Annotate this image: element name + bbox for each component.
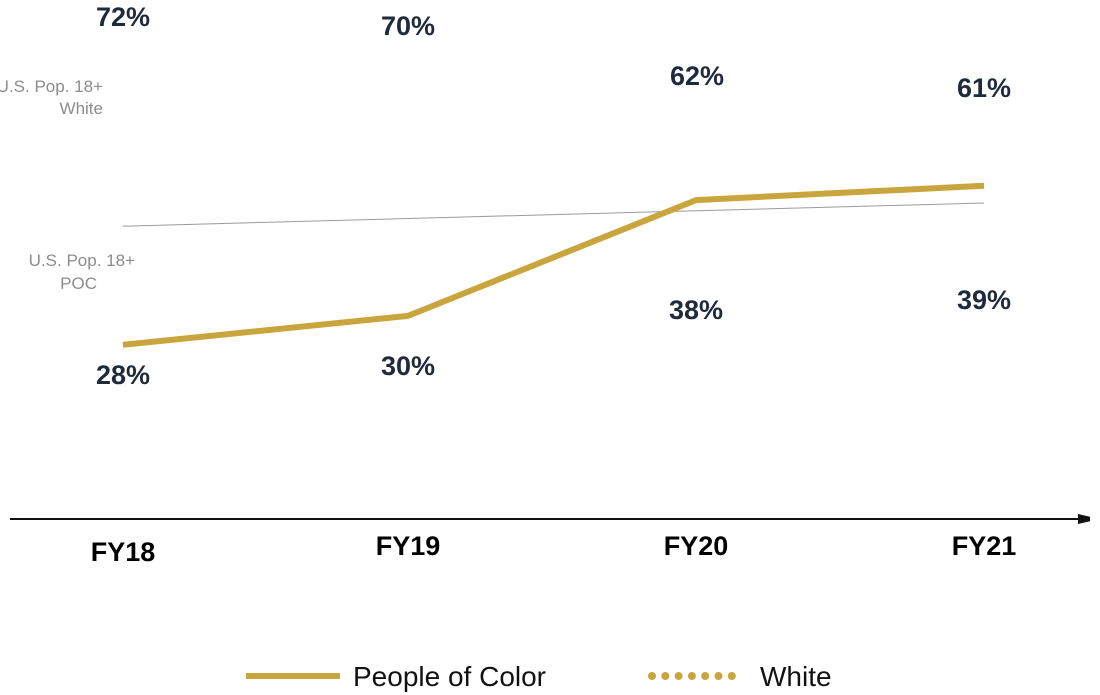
data-point-people-of-color-fy20 [692, 196, 700, 204]
data-labels: 28% 30% 38% 39% 72% 70% 62% 61% [96, 2, 1011, 390]
reference-lines: U.S. Pop. 18+ White U.S. Pop. 18+ POC [0, 77, 135, 293]
chart-marks [119, 182, 988, 349]
legend-label-people-of-color: People of Color [353, 661, 546, 692]
x-tick-label-fy21: FY21 [952, 531, 1017, 561]
data-label-people-of-color-fy20: 38% [669, 295, 723, 325]
data-point-people-of-color-fy21 [980, 182, 988, 190]
data-label-people-of-color-fy21: 39% [957, 285, 1011, 315]
data-label-white-fy19: 70% [381, 11, 435, 41]
ref-label-poc-line2: POC [60, 274, 97, 293]
x-axis-ticks: FY18 FY19 FY20 FY21 [91, 531, 1017, 567]
data-label-people-of-color-fy19: 30% [381, 351, 435, 381]
x-tick-label-fy19: FY19 [376, 531, 441, 561]
data-point-people-of-color-fy19 [404, 312, 412, 320]
legend: People of Color White [246, 661, 832, 692]
ref-label-white-line2: White [60, 99, 103, 118]
data-label-white-fy21: 61% [957, 73, 1011, 103]
data-label-people-of-color-fy18: 28% [96, 360, 150, 390]
data-label-white-fy20: 62% [670, 61, 724, 91]
x-tick-label-fy18: FY18 [91, 537, 156, 567]
series-line-people-of-color [122, 182, 985, 348]
ref-label-white-line1: U.S. Pop. 18+ [0, 77, 103, 96]
legend-label-white: White [760, 661, 832, 692]
data-point-people-of-color-fy18 [119, 341, 127, 349]
reference-line-poc [122, 202, 985, 227]
data-label-white-fy18: 72% [96, 2, 150, 32]
x-tick-label-fy20: FY20 [664, 531, 729, 561]
ref-label-poc-line1: U.S. Pop. 18+ [29, 251, 135, 270]
